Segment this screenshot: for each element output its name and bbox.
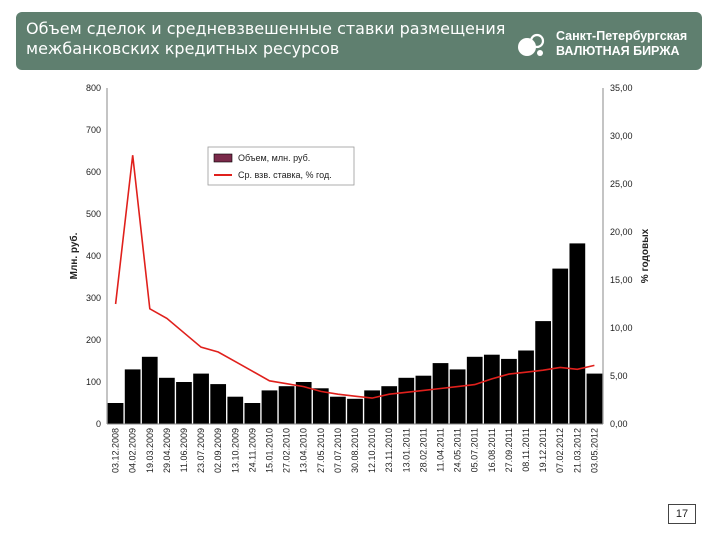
volume-bar xyxy=(141,356,158,424)
x-tick-label: 27.05.2010 xyxy=(316,428,326,473)
x-tick-label: 12.10.2010 xyxy=(367,428,377,473)
y-tick-label: 400 xyxy=(86,251,101,261)
y2-tick-label: 35,00 xyxy=(610,83,633,93)
x-tick-label: 03.05.2012 xyxy=(589,428,599,473)
volume-bar xyxy=(158,377,175,424)
y-tick-label: 800 xyxy=(86,83,101,93)
y2-tick-label: 25,00 xyxy=(610,179,633,189)
x-tick-label: 13.01.2011 xyxy=(401,428,411,472)
x-tick-label: 07.02.2012 xyxy=(555,428,565,473)
x-tick-label: 02.09.2009 xyxy=(213,428,223,473)
volume-bar xyxy=(381,386,398,424)
volume-bar xyxy=(312,388,329,424)
volume-bars xyxy=(107,243,603,424)
left-axis-ticks: 0 100 200 300 400 500 600 700 800 xyxy=(86,83,101,429)
x-tick-label: 28.02.2011 xyxy=(418,428,428,472)
volume-bar xyxy=(330,396,346,424)
x-tick-label: 21.03.2012 xyxy=(572,428,582,473)
x-tick-label: 08.11.2011 xyxy=(521,428,531,472)
y-tick-label: 500 xyxy=(86,209,101,219)
rate-line xyxy=(114,155,595,399)
volume-bar xyxy=(466,356,483,424)
volume-bar xyxy=(535,321,552,424)
legend-label-volume: Объем, млн. руб. xyxy=(238,153,310,163)
volume-bar xyxy=(227,396,244,424)
volume-bar xyxy=(432,363,449,424)
volume-bar xyxy=(552,268,569,424)
volume-bar xyxy=(244,403,261,424)
x-axis-ticks: 03.12.2008 04.02.2009 19.03.2009 29.04.2009… xyxy=(111,428,600,473)
volume-bar xyxy=(569,243,586,424)
x-tick-label: 04.02.2009 xyxy=(128,428,138,473)
volume-bar xyxy=(449,369,466,424)
y2-tick-label: 30,00 xyxy=(610,131,633,141)
x-tick-label: 13.10.2009 xyxy=(230,428,240,473)
volume-bar xyxy=(347,398,363,424)
y-tick-label: 0 xyxy=(96,419,101,429)
x-tick-label: 23.11.2010 xyxy=(384,428,394,472)
legend-swatch-volume xyxy=(213,153,233,163)
volume-bar xyxy=(501,358,517,424)
y2-tick-label: 10,00 xyxy=(610,323,633,333)
volume-bar xyxy=(107,403,124,424)
x-tick-label: 19.03.2009 xyxy=(145,428,155,473)
exchange-logo: Санкт-Петербургская ВАЛЮТНАЯ БИРЖА xyxy=(516,28,698,62)
y-tick-label: 300 xyxy=(86,293,101,303)
right-axis-ticks: 0,00 5,00 10,00 15,00 20,00 25,00 30,00 35,00 xyxy=(610,83,633,429)
volume-bar xyxy=(415,375,432,424)
volume-bar xyxy=(124,369,141,424)
x-tick-label: 27.09.2011 xyxy=(504,428,514,472)
volume-bar xyxy=(483,354,500,424)
x-tick-label: 05.07.2011 xyxy=(470,428,480,472)
y2-axis-label: % годовых xyxy=(640,228,651,283)
x-tick-label: 23.07.2009 xyxy=(196,428,206,473)
x-tick-label: 15.01.2010 xyxy=(264,428,274,473)
logo-line-1: Санкт-Петербургская xyxy=(556,29,688,43)
logo-text: Санкт-Петербургская ВАЛЮТНАЯ БИРЖА xyxy=(556,29,687,59)
volume-bar xyxy=(261,390,278,424)
x-tick-label: 27.02.2010 xyxy=(282,428,292,473)
y-tick-label: 700 xyxy=(86,125,101,135)
volume-bar xyxy=(295,382,312,424)
x-tick-label: 19.12.2011 xyxy=(538,428,548,472)
exchange-logo-icon xyxy=(518,33,545,56)
legend-label-rate: Ср. взв. ставка, % год. xyxy=(238,170,332,180)
page-number: 17 xyxy=(668,504,696,524)
legend-box xyxy=(207,146,355,186)
x-tick-label: 24.05.2011 xyxy=(453,428,463,472)
y2-tick-label: 20,00 xyxy=(610,227,633,237)
volume-bar xyxy=(278,386,295,424)
x-tick-label: 11.06.2009 xyxy=(179,428,189,472)
volume-bar xyxy=(210,384,227,424)
volume-bar xyxy=(193,373,209,424)
y-axis-label: Млн. руб. xyxy=(68,232,80,279)
y2-tick-label: 5,00 xyxy=(610,371,628,381)
page-title: Объем сделок и средневзвешенные ставки р… xyxy=(26,19,506,59)
x-tick-label: 07.07.2010 xyxy=(333,428,343,473)
x-tick-label: 29.04.2009 xyxy=(162,428,172,473)
y-tick-label: 200 xyxy=(86,335,101,345)
logo-line-2: ВАЛЮТНАЯ БИРЖА xyxy=(556,44,680,58)
volume-bar xyxy=(364,390,380,424)
x-tick-label: 03.12.2008 xyxy=(111,428,121,473)
volume-bar xyxy=(586,373,603,424)
volume-bar xyxy=(518,350,534,424)
x-tick-label: 11.04.2011 xyxy=(436,428,446,472)
volume-bar xyxy=(176,382,192,424)
legend: Объем, млн. руб. Ср. взв. ставка, % год. xyxy=(207,146,355,186)
volume-bar xyxy=(398,377,415,424)
y2-tick-label: 0,00 xyxy=(610,419,628,429)
x-tick-label: 30.08.2010 xyxy=(350,428,360,473)
x-tick-label: 24.11.2009 xyxy=(247,428,257,472)
title-line-2: межбанковских кредитных ресурсов xyxy=(26,39,340,58)
y-tick-label: 100 xyxy=(86,377,101,387)
x-tick-label: 13.04.2010 xyxy=(299,428,309,473)
y2-tick-label: 15,00 xyxy=(610,275,633,285)
x-tick-label: 16.08.2011 xyxy=(487,428,497,472)
title-line-1: Объем сделок и средневзвешенные ставки р… xyxy=(26,19,506,38)
header-bar: Объем сделок и средневзвешенные ставки р… xyxy=(16,12,702,70)
y-tick-label: 600 xyxy=(86,167,101,177)
volume-rate-chart: 0 100 200 300 400 500 600 700 800 0,00 5,00 10,00 1… xyxy=(68,83,651,473)
